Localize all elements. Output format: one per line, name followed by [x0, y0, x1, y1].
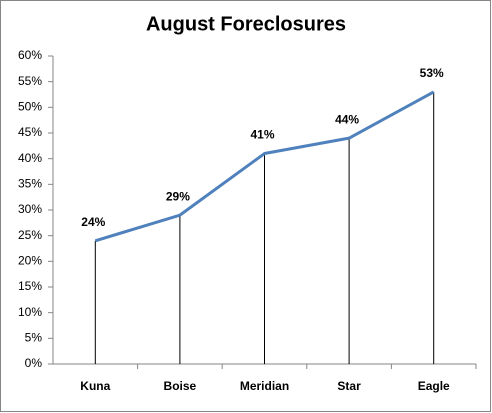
y-tick-label: 60%: [18, 48, 42, 62]
data-label: 41%: [250, 128, 274, 142]
x-tick-label: Boise: [164, 379, 197, 393]
chart-title: August Foreclosures: [146, 13, 346, 35]
data-label: 53%: [420, 66, 444, 80]
y-tick-label: 50%: [18, 100, 42, 114]
data-label: 24%: [81, 215, 105, 229]
data-label: 44%: [335, 112, 359, 126]
x-tick-label: Kuna: [80, 379, 110, 393]
data-label: 29%: [166, 189, 190, 203]
y-tick-label: 45%: [18, 125, 42, 139]
x-tick-label: Eagle: [418, 379, 450, 393]
y-tick-label: 30%: [18, 202, 42, 216]
y-tick-label: 0%: [25, 356, 43, 370]
y-tick-label: 20%: [18, 254, 42, 268]
line: [94, 90, 435, 243]
x-tick-label: Star: [337, 379, 361, 393]
y-tick-label: 25%: [18, 228, 42, 242]
y-tick-label: 15%: [18, 279, 42, 293]
y-tick-label: 5%: [25, 331, 43, 345]
y-tick-label: 40%: [18, 151, 42, 165]
y-tick-label: 55%: [18, 74, 42, 88]
y-tick-label: 10%: [18, 305, 42, 319]
y-tick-label: 35%: [18, 177, 42, 191]
x-tick-label: Meridian: [240, 379, 289, 393]
